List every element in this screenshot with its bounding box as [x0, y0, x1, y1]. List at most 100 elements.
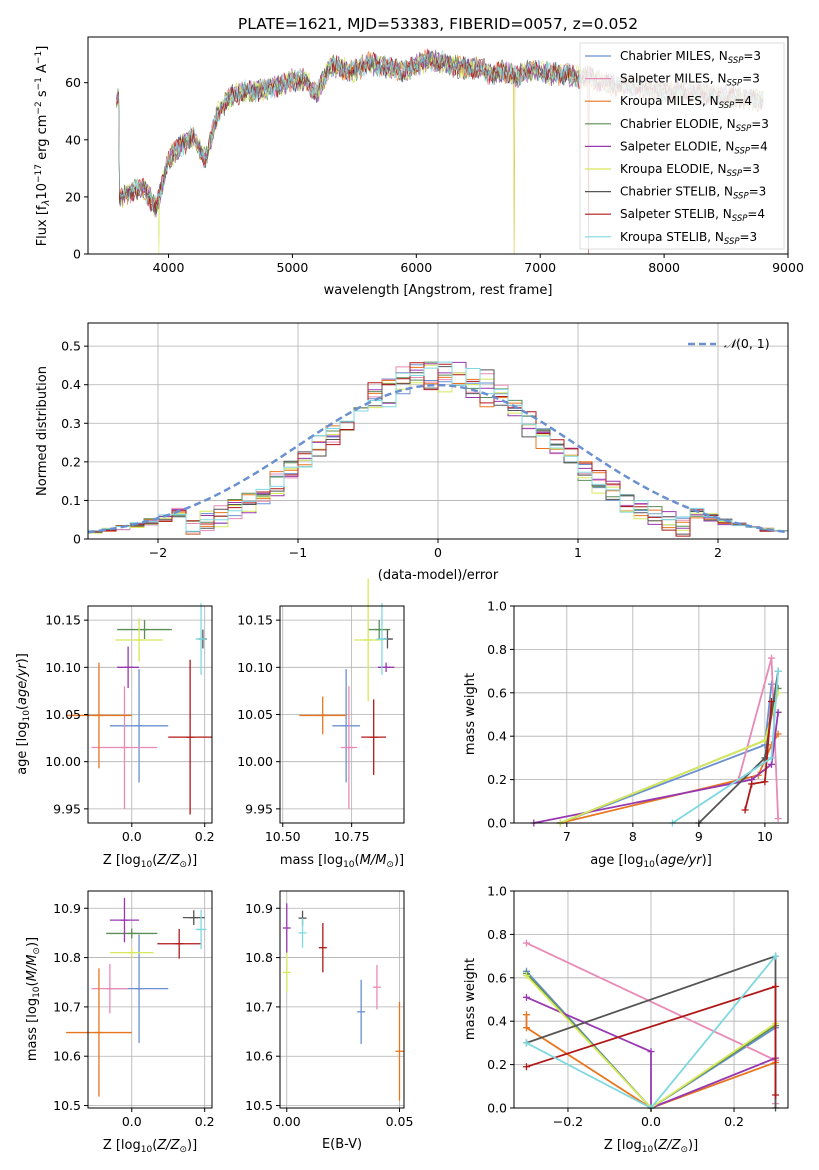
age-vs-z-panel: 0.0 0.2 9.95 10.00 10.05 10.10 10.15 Z [log10(…	[15, 603, 215, 870]
x-tick-label: 2	[714, 545, 722, 560]
weight-vs-z-ticks: −0.2 0.0 0.2 0.0 0.2 0.4 0.6 0.8 1.0	[487, 884, 744, 1130]
x-tick-label: −1	[289, 545, 307, 560]
x-tick-label: 9	[695, 829, 703, 844]
weight-marker	[772, 1091, 780, 1099]
x-tick-label: 0.2	[195, 829, 215, 844]
x-tick-label: 10	[757, 829, 773, 844]
y-tick-label: 0	[73, 532, 81, 547]
age-vs-mass-grid	[280, 606, 404, 823]
y-tick-label: 10.8	[53, 950, 81, 965]
weight-line	[533, 712, 779, 824]
y-tick-label: 0.6	[487, 970, 507, 985]
y-tick-label: 0.2	[61, 454, 81, 469]
x-tick-label: 7	[563, 829, 571, 844]
y-tick-label: 1.0	[487, 884, 507, 899]
y-tick-label: 0.0	[487, 1101, 507, 1116]
legend-box	[579, 42, 785, 250]
y-tick-label: 10.5	[53, 1098, 81, 1113]
x-tick-label: −0.2	[553, 1114, 583, 1129]
weight-marker	[741, 806, 749, 814]
figure-title: PLATE=1621, MJD=53383, FIBERID=0057, z=0…	[238, 15, 638, 33]
spectrum-legend: Chabrier MILES, NSSP=3 Salpeter MILES, NS…	[579, 42, 785, 250]
y-tick-label: 10.00	[45, 754, 81, 769]
x-tick-label: 1	[574, 545, 582, 560]
x-tick-label: 0.0	[122, 829, 142, 844]
weight-vs-z-ylabel: mass weight	[463, 958, 478, 1040]
age-vs-z-points	[66, 603, 212, 815]
mass-vs-z-points	[66, 897, 207, 1097]
residuals-histograms	[88, 361, 788, 537]
y-tick-label: 9.95	[53, 801, 81, 816]
y-tick-label: 0.2	[487, 1057, 507, 1072]
weight-marker	[522, 1011, 530, 1019]
age-vs-z-ylabel: age [log10(age/yr)]	[15, 653, 32, 775]
weight-marker	[647, 1048, 655, 1056]
residuals-ylabel: Normed distribution	[35, 366, 50, 496]
y-tick-label: 10.8	[245, 950, 273, 965]
residual-histogram	[88, 361, 788, 532]
mass-vs-z-ylabel: mass [log10(M/M⊙)]	[25, 937, 42, 1061]
x-tick-label: 0.0	[122, 1114, 142, 1129]
legend-label: Salpeter MILES, NSSP=3	[620, 72, 760, 89]
legend-label: Kroupa ELODIE, NSSP=3	[620, 162, 760, 179]
y-tick-label: 10.9	[245, 901, 273, 916]
y-tick-label: 10.15	[237, 613, 273, 628]
x-tick-label: 7000	[524, 260, 556, 275]
y-tick-label: 0.2	[487, 772, 507, 787]
mass-vs-z-grid	[88, 891, 212, 1108]
age-vs-z-grid	[88, 606, 212, 823]
weight-marker	[774, 815, 782, 823]
weight-marker	[522, 1024, 530, 1032]
weight-vs-z-panel: −0.2 0.0 0.2 0.0 0.2 0.4 0.6 0.8 1.0 Z [log10(Z/…	[463, 884, 789, 1155]
legend-label: Kroupa STELIB, NSSP=3	[620, 230, 757, 247]
residual-histogram	[88, 362, 788, 537]
x-tick-label: 0.2	[724, 1114, 744, 1129]
x-tick-label: 5000	[277, 260, 309, 275]
residuals-axes-frame	[87, 322, 789, 540]
x-tick-label: 0.05	[386, 1114, 414, 1129]
weight-vs-age-frame	[513, 605, 789, 824]
weight-line	[744, 701, 773, 811]
mass-vs-z-panel: 0.0 0.2 10.5 10.6 10.7 10.8 10.9 Z [log10(Z/Z⊙…	[25, 890, 215, 1155]
legend-label: Chabrier MILES, NSSP=3	[620, 49, 761, 66]
weight-marker	[748, 780, 756, 788]
y-tick-label: 0.8	[487, 642, 507, 657]
weight-vs-age-panel: 7 8 9 10 0.0 0.2 0.4 0.6 0.8 1.0 age [log10(age/y…	[463, 599, 789, 870]
spectrum-ticks: 4000 5000 6000 7000 8000 9000 0 20 40 60	[65, 75, 804, 275]
age-vs-mass-xlabel: mass [log10(M/M⊙)]	[280, 853, 404, 870]
y-tick-label: 10.10	[45, 660, 81, 675]
weight-marker	[522, 1063, 530, 1071]
weight-line	[526, 996, 776, 1110]
x-tick-label: −2	[149, 545, 167, 560]
weight-marker	[767, 760, 775, 768]
weight-vs-z-xlabel: Z [log10(Z/Z⊙)]	[604, 1138, 698, 1155]
x-tick-label: 6000	[400, 260, 432, 275]
age-vs-z-xlabel: Z [log10(Z/Z⊙)]	[103, 853, 197, 870]
y-tick-label: 20	[65, 189, 81, 204]
legend-label: Salpeter ELODIE, NSSP=4	[620, 139, 768, 156]
spectrum-xlabel: wavelength [Angstrom, rest frame]	[324, 283, 553, 298]
y-tick-label: 0.0	[487, 816, 507, 831]
y-tick-label: 0.6	[487, 685, 507, 700]
y-tick-label: 60	[65, 75, 81, 90]
residuals-xlabel: (data-model)/error	[378, 568, 499, 583]
mass-vs-ebv-frame	[279, 890, 405, 1109]
y-tick-label: 9.95	[245, 801, 273, 816]
weight-marker	[522, 939, 530, 947]
normal-legend-label: 𝒩(0, 1)	[724, 336, 770, 351]
x-tick-label: 10.50	[265, 829, 301, 844]
y-tick-label: 10.05	[45, 707, 81, 722]
y-tick-label: 0.1	[61, 493, 81, 508]
y-tick-label: 0.3	[61, 416, 81, 431]
x-tick-label: 8000	[648, 260, 680, 275]
weight-marker	[522, 993, 530, 1001]
legend-label: Salpeter STELIB, NSSP=4	[620, 207, 765, 224]
mass-vs-ebv-xlabel: E(B-V)	[322, 1137, 362, 1152]
weight-marker	[767, 654, 775, 662]
mass-vs-ebv-points	[282, 903, 404, 1101]
y-tick-label: 40	[65, 132, 81, 147]
weight-marker	[522, 1039, 530, 1047]
weight-marker	[767, 754, 775, 762]
weight-marker	[774, 667, 782, 675]
weight-marker	[522, 972, 530, 980]
